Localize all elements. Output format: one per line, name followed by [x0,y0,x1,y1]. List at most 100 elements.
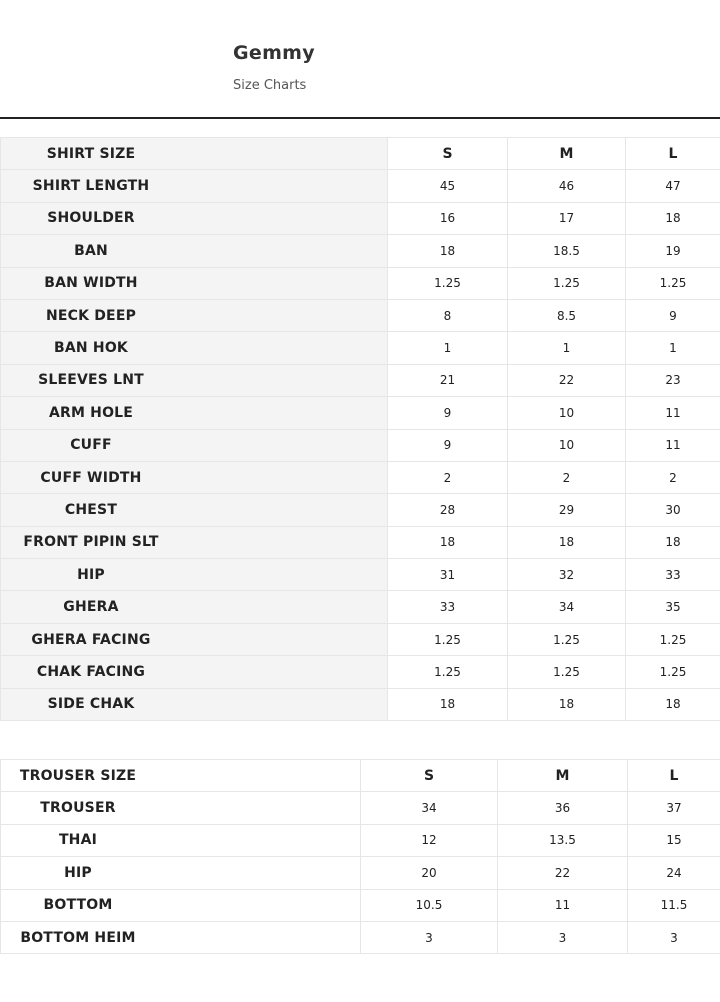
row-label: HIP [0,856,361,890]
table-cell: 16 [387,201,508,236]
column-header: S [360,758,498,793]
table-cell: 18 [625,201,720,236]
table-cell: 19 [625,234,720,268]
table-cell: 1 [507,331,626,365]
table-cell: 30 [625,493,720,527]
table-row: GHERA 33 34 35 [0,590,720,624]
table-cell: 18 [625,525,720,560]
table-cell: 11 [625,428,720,462]
table-row: BAN WIDTH 1.25 1.25 1.25 [0,266,720,300]
table-cell: 18 [387,687,508,722]
table-cell: 18 [387,234,508,268]
table-cell: 9 [387,396,508,430]
row-label: FRONT PIPIN SLT [0,525,388,560]
table-row: BOTTOM 10.5 11 11.5 [0,888,720,922]
table-row: HIP 20 22 24 [0,856,720,890]
page-subtitle: Size Charts [233,78,307,93]
table-row: THAI 12 13.5 15 [0,823,720,858]
row-label: THAI [0,823,361,858]
table-cell: 9 [625,298,720,333]
table-cell: 1.25 [387,266,508,300]
row-label: GHERA [0,590,388,624]
column-header: TROUSER SIZE [0,758,361,793]
row-label: ARM HOLE [0,396,388,430]
table-cell: 32 [507,558,626,592]
table-cell: 24 [627,856,720,890]
table-row: SLEEVES LNT 21 22 23 [0,363,720,398]
column-header: SHIRT SIZE [0,136,388,171]
table-cell: 47 [625,169,720,203]
table-cell: 33 [625,558,720,592]
table-row: BAN 18 18.5 19 [0,234,720,268]
table-header-row: SHIRT SIZE S M L [0,136,720,171]
page-title: Gemmy [233,42,315,64]
table-cell: 1.25 [387,655,508,689]
table-row: NECK DEEP 8 8.5 9 [0,298,720,333]
row-label: BAN HOK [0,331,388,365]
table-cell: 35 [625,590,720,624]
table-cell: 31 [387,558,508,592]
table-cell: 46 [507,169,626,203]
table-cell: 18.5 [507,234,626,268]
table-cell: 28 [387,493,508,527]
table-cell: 10 [507,396,626,430]
table-row: FRONT PIPIN SLT 18 18 18 [0,525,720,560]
table-cell: 13.5 [497,823,628,858]
table-cell: 12 [360,823,498,858]
row-label: BOTTOM HEIM [0,920,361,955]
table-cell: 11 [625,396,720,430]
trouser-size-table: TROUSER SIZE S M L TROUSER 34 36 37 THAI 12 13.5 15… [0,758,720,955]
table-cell: 33 [387,590,508,624]
table-cell: 2 [387,460,508,495]
row-label: SHOULDER [0,201,388,236]
row-label: TROUSER [0,791,361,825]
table-cell: 22 [497,856,628,890]
table-cell: 18 [625,687,720,722]
column-header: L [625,136,720,171]
row-label: BAN [0,234,388,268]
table-row: SHOULDER 16 17 18 [0,201,720,236]
row-label: HIP [0,558,388,592]
table-row: ARM HOLE 9 10 11 [0,396,720,430]
table-cell: 3 [497,920,628,955]
table-cell: 8.5 [507,298,626,333]
column-header: L [627,758,720,793]
table-row: TROUSER 34 36 37 [0,791,720,825]
row-label: CHAK FACING [0,655,388,689]
table-cell: 3 [360,920,498,955]
column-header: M [507,136,626,171]
table-cell: 8 [387,298,508,333]
table-row: GHERA FACING 1.25 1.25 1.25 [0,622,720,657]
table-cell: 36 [497,791,628,825]
table-row: HIP 31 32 33 [0,558,720,592]
divider [0,117,720,119]
table-cell: 11 [497,888,628,922]
row-label: SHIRT LENGTH [0,169,388,203]
table-cell: 23 [625,363,720,398]
table-cell: 1.25 [507,266,626,300]
table-cell: 22 [507,363,626,398]
row-label: BAN WIDTH [0,266,388,300]
table-row: CUFF WIDTH 2 2 2 [0,460,720,495]
table-cell: 21 [387,363,508,398]
column-header: M [497,758,628,793]
table-header-row: TROUSER SIZE S M L [0,758,720,793]
table-cell: 17 [507,201,626,236]
row-label: NECK DEEP [0,298,388,333]
table-cell: 3 [627,920,720,955]
table-cell: 1.25 [507,622,626,657]
table-cell: 11.5 [627,888,720,922]
table-cell: 1.25 [507,655,626,689]
table-cell: 15 [627,823,720,858]
table-cell: 1.25 [387,622,508,657]
table-cell: 10.5 [360,888,498,922]
table-cell: 37 [627,791,720,825]
row-label: CHEST [0,493,388,527]
table-cell: 29 [507,493,626,527]
table-row: BOTTOM HEIM 3 3 3 [0,920,720,955]
table-cell: 18 [387,525,508,560]
table-cell: 20 [360,856,498,890]
row-label: SLEEVES LNT [0,363,388,398]
row-label: BOTTOM [0,888,361,922]
table-cell: 1.25 [625,655,720,689]
